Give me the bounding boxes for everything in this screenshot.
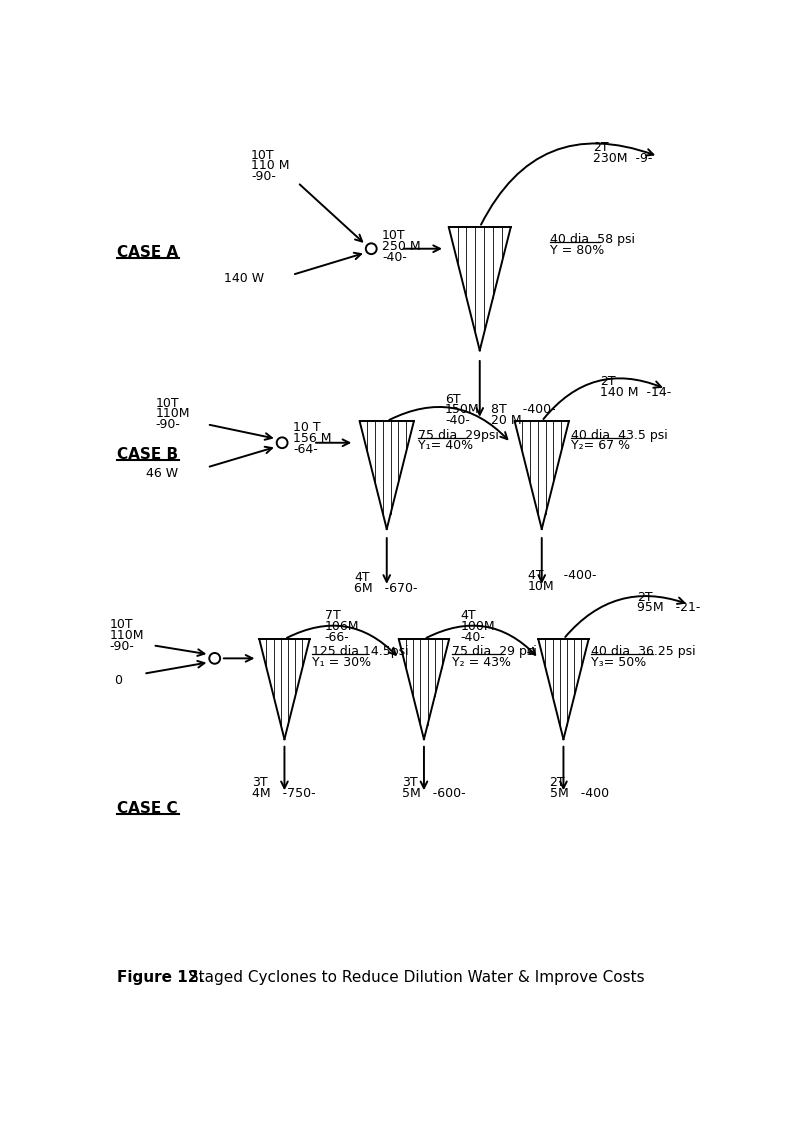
Text: 125 dia 14.5psi: 125 dia 14.5psi: [312, 646, 409, 658]
Text: 2T: 2T: [600, 375, 615, 389]
Text: -64-: -64-: [293, 442, 318, 456]
Text: 2T: 2T: [593, 140, 609, 154]
Text: 2T: 2T: [637, 591, 653, 603]
Text: 2T: 2T: [550, 776, 565, 789]
Text: Y₂= 67 %: Y₂= 67 %: [571, 439, 630, 453]
Text: 110 M: 110 M: [251, 159, 290, 173]
Text: -90-: -90-: [156, 418, 181, 431]
Text: 250 M: 250 M: [382, 240, 421, 254]
Text: 8T    -400-: 8T -400-: [490, 403, 555, 416]
Text: 75 dia  29psi: 75 dia 29psi: [418, 429, 498, 441]
Text: 110M: 110M: [110, 629, 144, 642]
Text: 4T     -400-: 4T -400-: [528, 569, 596, 582]
Text: 4M   -750-: 4M -750-: [252, 787, 315, 800]
Text: Staged Cyclones to Reduce Dilution Water & Improve Costs: Staged Cyclones to Reduce Dilution Water…: [184, 970, 644, 985]
Text: 156 M: 156 M: [293, 432, 331, 445]
Text: Y₁ = 30%: Y₁ = 30%: [312, 656, 371, 668]
Text: 5M   -600-: 5M -600-: [402, 787, 466, 800]
Text: 40 dia  36.25 psi: 40 dia 36.25 psi: [591, 646, 696, 658]
Text: 0: 0: [114, 674, 122, 687]
Text: 140 M  -14-: 140 M -14-: [600, 386, 671, 399]
Text: -90-: -90-: [110, 640, 134, 652]
Text: Y₃= 50%: Y₃= 50%: [591, 656, 646, 668]
Text: 100M: 100M: [460, 620, 495, 633]
Text: 10T: 10T: [156, 396, 179, 410]
Text: 5M   -400: 5M -400: [550, 787, 609, 800]
Text: 6M   -670-: 6M -670-: [354, 582, 418, 595]
Text: -40-: -40-: [460, 631, 486, 643]
Text: 20 M: 20 M: [490, 413, 522, 427]
Text: 150M: 150M: [445, 403, 479, 417]
Text: 10M: 10M: [528, 579, 554, 593]
Text: Y₁= 40%: Y₁= 40%: [418, 439, 473, 453]
Text: 10T: 10T: [110, 619, 133, 631]
Text: -40-: -40-: [382, 252, 407, 264]
Text: -90-: -90-: [251, 171, 276, 183]
Text: 95M   -21-: 95M -21-: [637, 602, 701, 614]
Text: 4T: 4T: [460, 609, 476, 622]
Text: 40 dia  58 psi: 40 dia 58 psi: [550, 234, 634, 246]
Text: 10 T: 10 T: [293, 421, 321, 435]
Text: 10T: 10T: [382, 229, 406, 243]
Text: 7T: 7T: [325, 609, 341, 622]
Text: Y = 80%: Y = 80%: [550, 244, 604, 257]
Text: 4T: 4T: [354, 572, 370, 584]
Text: CASE C: CASE C: [117, 801, 178, 815]
Text: 75 dia  29 psi: 75 dia 29 psi: [452, 646, 537, 658]
Text: 230M  -9-: 230M -9-: [593, 152, 652, 165]
Text: CASE A: CASE A: [117, 245, 178, 259]
Text: 6T: 6T: [445, 393, 461, 405]
Text: 140 W: 140 W: [224, 272, 264, 285]
Text: 40 dia  43.5 psi: 40 dia 43.5 psi: [571, 429, 668, 441]
Text: -40-: -40-: [445, 414, 470, 427]
Text: Figure 12.: Figure 12.: [117, 970, 204, 985]
Text: 3T: 3T: [252, 776, 267, 789]
Text: 46 W: 46 W: [146, 467, 178, 481]
Text: Y₂ = 43%: Y₂ = 43%: [452, 656, 511, 668]
Text: CASE B: CASE B: [117, 447, 178, 462]
Text: 106M: 106M: [325, 620, 359, 633]
Text: 110M: 110M: [156, 408, 190, 420]
Text: 10T: 10T: [251, 148, 274, 162]
Text: 3T: 3T: [402, 776, 418, 789]
Text: -66-: -66-: [325, 631, 350, 643]
